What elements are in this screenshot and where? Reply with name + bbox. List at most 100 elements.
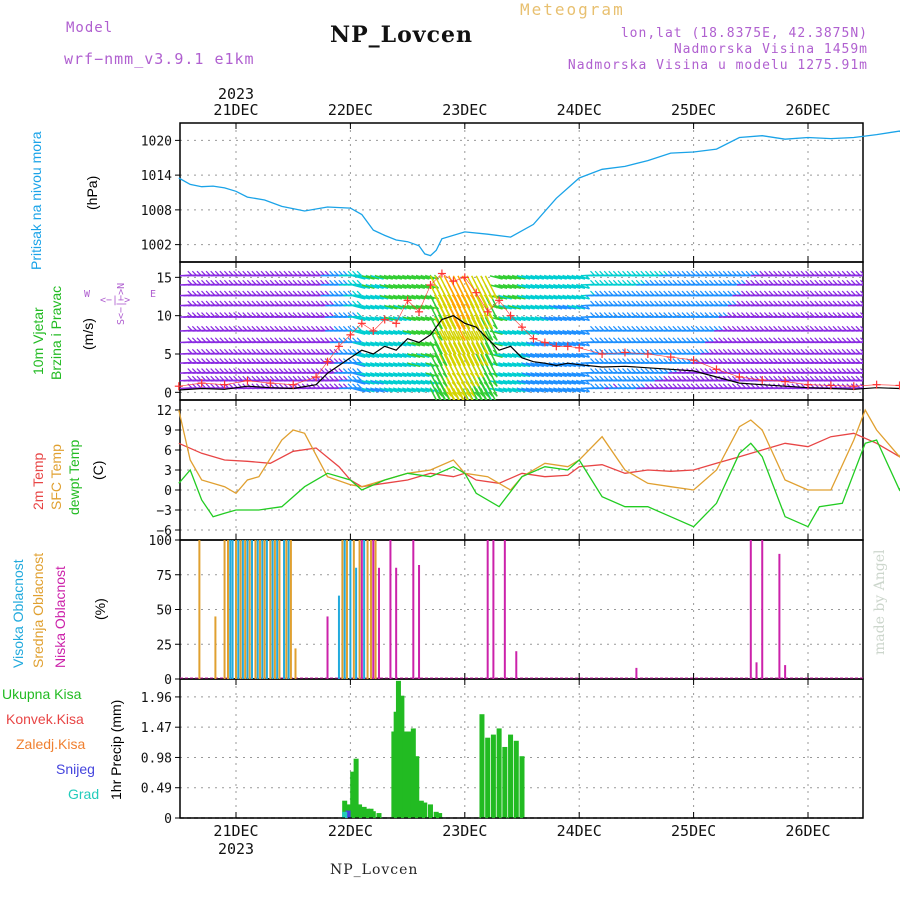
wind-barb-flag [837,290,843,296]
wind-barb [562,380,576,385]
wind-barb [558,316,572,322]
wind-barb-flag [870,301,874,305]
wind-barb-flag [727,348,733,354]
wind-barb-flag [750,325,756,331]
wind-barb-flag [315,348,321,354]
wind-barb-flag [590,337,595,343]
wind-barb [874,284,887,285]
wind-barb [567,341,581,347]
wind-barb [438,275,453,300]
wind-barb-flag [324,325,330,331]
wind-barb [562,295,576,300]
wind-barb [512,341,526,347]
wind-barb-flag [283,383,289,389]
wind-barb-flag [676,348,682,354]
wind-barb [535,284,549,289]
wind-barb [540,316,554,322]
wind-barb-flag [469,361,475,367]
wind-barb-flag [814,312,820,317]
wind-barb-flag [255,290,261,296]
wind-barb [352,362,366,368]
wind-barb-flag [223,337,229,343]
wind-barb-flag [791,325,797,331]
wind-barb [888,284,900,285]
wind-barb [416,387,430,393]
wind-barb-flag [635,270,641,276]
wind-barb-flag [437,324,443,330]
x-day-label-bottom: 23DEC [442,822,487,840]
wind-barb [361,316,375,322]
wind-barb-flag [469,391,475,397]
wind-barb-flag [594,358,600,363]
wind-barb [576,304,590,310]
wind-barb-flag [846,348,852,354]
wind-barb-flag [278,368,284,373]
wind-barb-flag [278,348,284,354]
wind-barb-flag [205,348,211,354]
wind-barb-flag [809,358,815,363]
wind-barb-flag [447,372,452,378]
wind-barb-flag [832,368,838,373]
wind-barb [553,330,567,335]
wind-barb-flag [599,325,605,331]
wind-barb [567,387,581,393]
wind-barb-flag [699,358,705,363]
wind-barb [357,295,371,300]
wind-barb-flag [690,337,696,343]
wind-barb-flag [488,294,494,300]
wind-barb [398,372,412,378]
wind-barb-flag [773,368,778,373]
wind-barb-flag [278,358,284,363]
wind-barb [379,295,393,300]
wind-barb-flag [727,279,733,285]
wind-barb [411,353,425,358]
wind-barb [402,330,416,335]
wind-barb-flag [338,300,344,306]
wind-barb-flag [260,279,266,285]
wind-barb [526,380,540,385]
panel-frame-pressure [179,122,864,263]
wind-barb-flag [324,270,330,276]
wind-barb-flag [191,279,197,285]
wind-barb-flag [667,300,673,306]
wind-barb [521,341,535,347]
wind-barb-flag [329,279,335,285]
wind-barb [393,353,407,358]
wind-barb-flag [874,338,878,342]
wind-barb [416,295,430,300]
wind-barb-flag [823,358,829,363]
wind-barb-flag [210,375,216,381]
wind-barb [402,295,416,300]
wind-barb-flag [306,300,312,306]
wind-barb [567,316,581,322]
wind-barb-flag [883,376,887,380]
wind-barb-flag [447,381,452,387]
wind-barb [384,295,398,300]
wind-barb [540,304,554,310]
wind-barb-flag [219,325,225,331]
wind-barb-flag [233,279,238,285]
wind-barb-flag [814,375,820,381]
wind-barb [508,380,522,385]
wind-barb [398,284,412,289]
wind-barb [375,330,389,335]
wind-barb [370,284,384,289]
wind-barb [348,371,362,374]
wind-barb-flag [265,368,271,373]
wind-barb-flag [242,337,248,343]
wind-barb [494,275,508,280]
wind-barb-flag [617,312,623,317]
wind-barb-flag [278,312,284,317]
wind-barb-flag [274,358,280,363]
wind-barb-flag [347,325,353,331]
wind-barb [361,295,375,300]
wind-barb [530,353,544,358]
wind-barb-flag [727,325,733,331]
wind-barb-flag [228,348,234,354]
wind-barb-flag [865,291,869,295]
wind-barb-flag [690,290,696,296]
wind-barb [530,372,544,378]
wind-barb-flag [631,300,637,306]
wind-barb-flag [342,375,348,381]
wind-barb-flag [603,325,609,331]
